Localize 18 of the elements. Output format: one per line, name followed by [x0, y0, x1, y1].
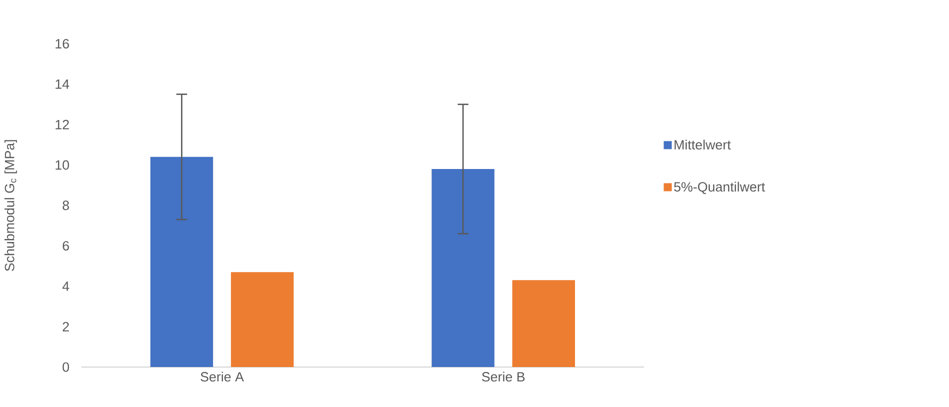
y-tick-label: 4 [62, 282, 70, 291]
y-axis-title: Schubmodul G$_{c}$ [MPa] [4, 140, 17, 271]
y-tick-label: 14 [56, 79, 70, 89]
y-tick-label: 6 [62, 240, 69, 250]
y-tick-label: 16 [56, 38, 69, 48]
bar [150, 156, 214, 367]
bar [432, 168, 494, 367]
bar [512, 280, 576, 367]
legend-label: Mittelwert [674, 140, 731, 150]
y-tick-label: 8 [62, 200, 69, 210]
legend-label: 5%-Quantilwert [674, 182, 766, 194]
x-tick-label: Serie A [200, 372, 244, 382]
bar [230, 272, 294, 367]
y-tick-label: 2 [62, 322, 69, 332]
y-tick-label: 12 [56, 120, 69, 130]
y-tick-label: 10 [56, 160, 70, 170]
x-tick-label: Serie B [482, 372, 525, 382]
y-tick-label: 0 [62, 362, 70, 372]
